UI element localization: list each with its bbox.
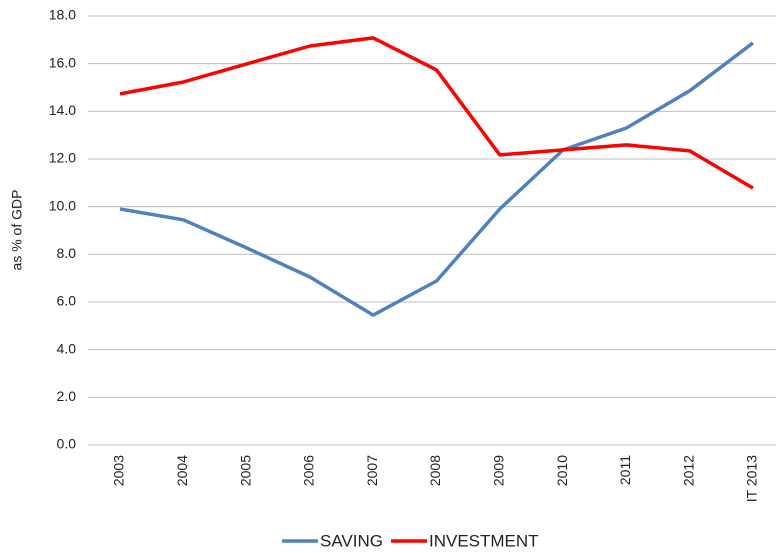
x-tick-label: 2004	[174, 455, 190, 486]
legend-label: INVESTMENT	[429, 531, 539, 550]
y-tick-label: 0.0	[57, 436, 77, 452]
series-line	[119, 41, 755, 317]
y-tick-label: 18.0	[49, 7, 76, 23]
series-line	[119, 36, 754, 190]
y-tick-label: 4.0	[57, 340, 77, 356]
y-tick-label: 2.0	[57, 388, 77, 404]
x-tick-label: 2008	[427, 455, 443, 486]
y-tick-label: 6.0	[57, 293, 77, 309]
x-tick-label: 2012	[680, 455, 696, 486]
y-tick-label: 10.0	[49, 197, 76, 213]
x-tick-label: 2005	[237, 455, 253, 486]
y-tick-label: 14.0	[49, 102, 76, 118]
x-tick-label: 2003	[111, 455, 127, 486]
y-tick-label: 12.0	[49, 150, 76, 166]
x-tick-label: IT 2013	[744, 455, 760, 502]
y-tick-label: 8.0	[57, 245, 77, 261]
y-axis-title: as % of GDP	[9, 190, 25, 271]
legend-label: SAVING	[320, 531, 383, 550]
x-tick-label: 2006	[301, 455, 317, 486]
y-tick-label: 16.0	[49, 54, 76, 70]
x-tick-label: 2011	[617, 455, 633, 485]
x-tick-label: 2007	[364, 455, 380, 486]
x-tick-label: 2010	[554, 455, 570, 486]
x-tick-label: 2009	[491, 455, 507, 486]
